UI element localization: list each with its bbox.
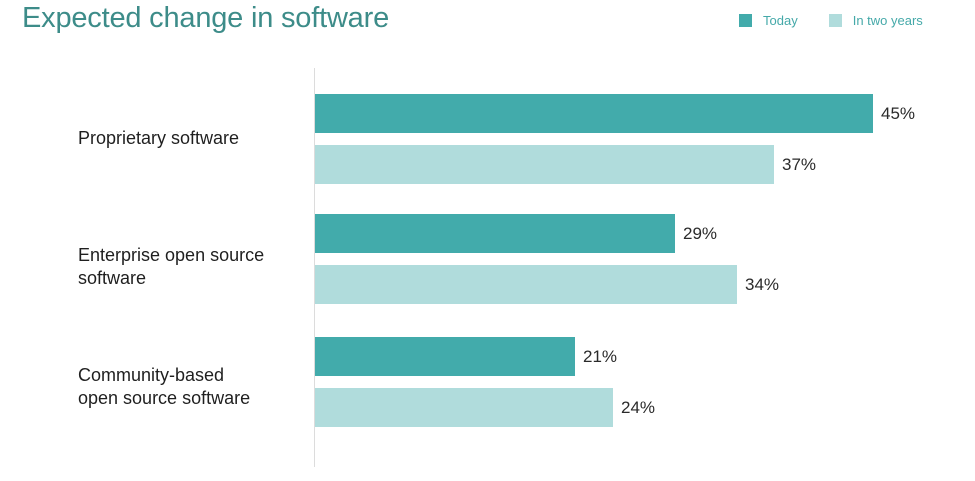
legend-item-today: Today [739,13,798,28]
category-label-line: open source software [78,388,251,408]
category-label-line: Proprietary software [78,128,240,148]
category-label-line: software [78,268,147,288]
legend-item-in-two-years: In two years [828,13,923,28]
bar-value-label: 21% [583,347,618,366]
category-label-line: Enterprise open source [78,245,265,265]
category-axis-line [314,68,315,467]
legend-swatch-in-two-years [828,14,842,27]
bar-in-two-years [315,265,737,304]
bar-today [315,337,575,376]
bar-value-label: 34% [745,275,780,294]
bar-value-label: 37% [782,155,817,174]
bar-value-label: 29% [683,224,718,243]
legend-label-today: Today [763,13,798,28]
category-label-proprietary: Proprietary software [78,127,303,150]
bar-today [315,94,873,133]
chart-title: Expected change in software [22,2,389,34]
legend-label-in-two-years: In two years [852,13,923,28]
legend: Today In two years [739,13,923,28]
bar-in-two-years [315,145,774,184]
category-label-enterprise-open-source: Enterprise open source software [78,244,303,290]
bar-today [315,214,675,253]
bar-value-label: 24% [621,398,656,417]
category-label-line: Community-based [78,365,225,385]
bar-in-two-years [315,388,613,427]
bar-value-label: 45% [881,104,916,123]
category-label-community-open-source: Community-based open source software [78,364,303,410]
legend-swatch-today [739,14,752,27]
